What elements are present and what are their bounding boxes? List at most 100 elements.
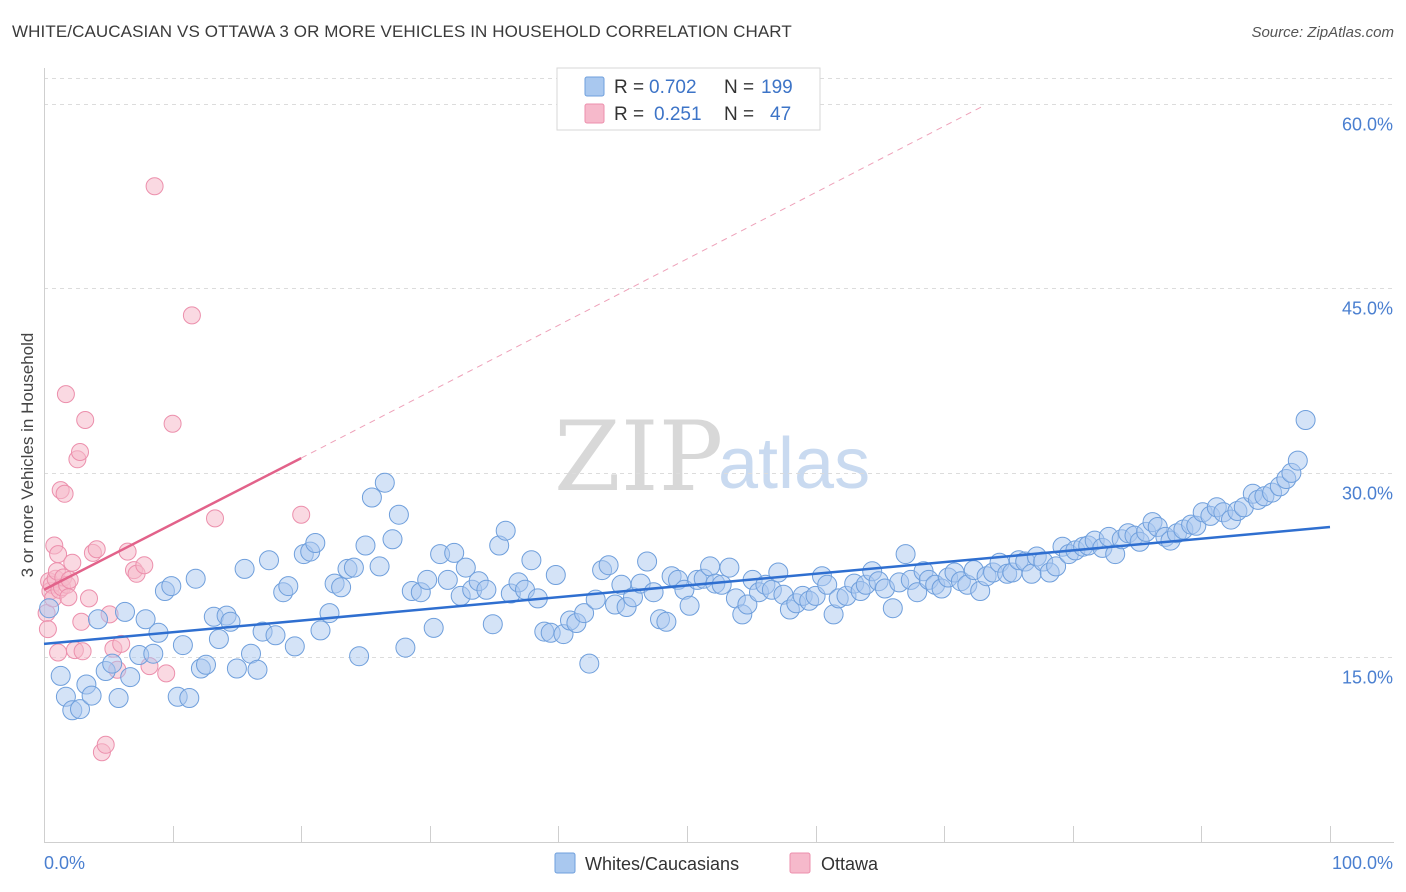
whites-point bbox=[700, 556, 721, 577]
whites-point bbox=[395, 637, 416, 658]
ottawa-point bbox=[135, 556, 154, 575]
ottawa-point bbox=[112, 634, 131, 653]
whites-point bbox=[637, 551, 658, 572]
legend-swatch-pink bbox=[584, 103, 605, 124]
ottawa-point bbox=[72, 612, 91, 631]
whites-point bbox=[226, 658, 247, 679]
whites-point bbox=[737, 594, 758, 615]
ottawa-point bbox=[292, 505, 311, 524]
y-tick-label: 30.0% bbox=[1342, 484, 1393, 504]
bottom-legend-swatch-whites bbox=[554, 852, 576, 874]
ottawa-point bbox=[38, 620, 57, 639]
ottawa-point bbox=[157, 664, 176, 683]
whites-point bbox=[895, 544, 916, 565]
watermark-zip: ZIP bbox=[554, 401, 723, 513]
whites-point bbox=[768, 562, 789, 583]
whites-point bbox=[482, 614, 503, 635]
whites-point bbox=[120, 667, 141, 688]
y-tick-label: 60.0% bbox=[1342, 115, 1393, 135]
chart-title: WHITE/CAUCASIAN VS OTTAWA 3 OR MORE VEHI… bbox=[12, 22, 792, 41]
ottawa-point bbox=[63, 553, 82, 572]
watermark-atlas: atlas bbox=[718, 424, 870, 504]
whites-point bbox=[545, 565, 566, 585]
ottawa-trend-extension bbox=[300, 105, 984, 459]
whites-point bbox=[1287, 450, 1308, 471]
whites-point bbox=[495, 520, 516, 541]
whites-point bbox=[39, 598, 60, 619]
whites-point bbox=[711, 574, 732, 595]
whites-point bbox=[521, 550, 542, 571]
bottom-legend-swatch-ottawa bbox=[789, 852, 811, 874]
legend-r-label-blue: R = bbox=[614, 77, 644, 98]
whites-point bbox=[179, 688, 200, 708]
whites-point bbox=[369, 556, 390, 577]
whites-point bbox=[135, 609, 156, 630]
whites-point bbox=[196, 654, 216, 675]
whites-point bbox=[343, 557, 364, 578]
whites-point bbox=[50, 665, 71, 686]
ottawa-point bbox=[71, 443, 89, 461]
whites-point bbox=[719, 557, 740, 578]
bottom-legend-label-whites: Whites/Caucasians bbox=[585, 854, 739, 874]
whites-point bbox=[115, 601, 135, 622]
whites-point bbox=[305, 533, 326, 553]
whites-point bbox=[679, 595, 700, 616]
source-label: Source: ZipAtlas.com bbox=[1251, 24, 1394, 41]
whites-points bbox=[39, 410, 1316, 721]
trend-lines bbox=[43, 105, 1331, 646]
whites-point bbox=[355, 535, 376, 556]
whites-point bbox=[331, 577, 352, 598]
whites-point bbox=[278, 576, 299, 597]
x-tick-label-max: 100.0% bbox=[1332, 853, 1393, 873]
legend-r-value-blue: 0.702 bbox=[649, 77, 697, 98]
whites-point bbox=[88, 609, 108, 630]
whites-point bbox=[208, 629, 229, 649]
ottawa-point bbox=[49, 643, 68, 662]
legend-swatch-blue bbox=[584, 76, 605, 97]
ottawa-point bbox=[163, 414, 182, 433]
legend-n-label-pink: N = bbox=[724, 104, 754, 125]
legend-n-value-pink: 47 bbox=[770, 104, 791, 125]
whites-point bbox=[81, 685, 102, 706]
whites-point bbox=[310, 620, 331, 641]
ottawa-point bbox=[87, 540, 106, 559]
ottawa-point bbox=[206, 509, 224, 528]
ottawa-points bbox=[37, 177, 311, 762]
whites-point bbox=[817, 574, 838, 595]
legend-r-label-pink: R = bbox=[614, 104, 644, 125]
ottawa-point bbox=[76, 411, 95, 429]
whites-point bbox=[598, 555, 619, 576]
whites-point bbox=[437, 569, 458, 590]
whites-point bbox=[349, 646, 370, 667]
whites-point bbox=[265, 625, 286, 646]
legend-n-label-blue: N = bbox=[724, 77, 754, 98]
whites-point bbox=[247, 659, 268, 680]
whites-point bbox=[382, 529, 403, 550]
bottom-legend-label-ottawa: Ottawa bbox=[821, 854, 879, 874]
whites-point bbox=[102, 653, 123, 674]
watermark: ZIP atlas bbox=[554, 401, 870, 513]
y-tick-labels: 15.0% 30.0% 45.0% 60.0% bbox=[1342, 115, 1393, 688]
whites-trend-line bbox=[43, 525, 1331, 646]
ottawa-point bbox=[49, 545, 68, 564]
ottawa-point bbox=[80, 589, 98, 608]
ottawa-point bbox=[73, 642, 92, 661]
whites-point bbox=[361, 487, 382, 508]
whites-point bbox=[70, 699, 90, 720]
whites-point bbox=[108, 688, 129, 708]
whites-point bbox=[882, 598, 903, 619]
whites-point bbox=[388, 504, 409, 525]
y-axis-label: 3 or more Vehicles in Household bbox=[18, 333, 37, 578]
whites-point bbox=[143, 643, 164, 664]
whites-point bbox=[476, 579, 497, 600]
whites-point bbox=[444, 542, 465, 563]
ottawa-point bbox=[145, 177, 164, 196]
whites-point bbox=[234, 558, 255, 579]
y-tick-label: 45.0% bbox=[1342, 299, 1393, 319]
whites-point bbox=[185, 568, 206, 589]
legend-r-value-pink: 0.251 bbox=[654, 104, 702, 125]
whites-point bbox=[656, 611, 677, 632]
whites-point bbox=[907, 582, 928, 603]
y-tick-label: 15.0% bbox=[1342, 668, 1393, 688]
